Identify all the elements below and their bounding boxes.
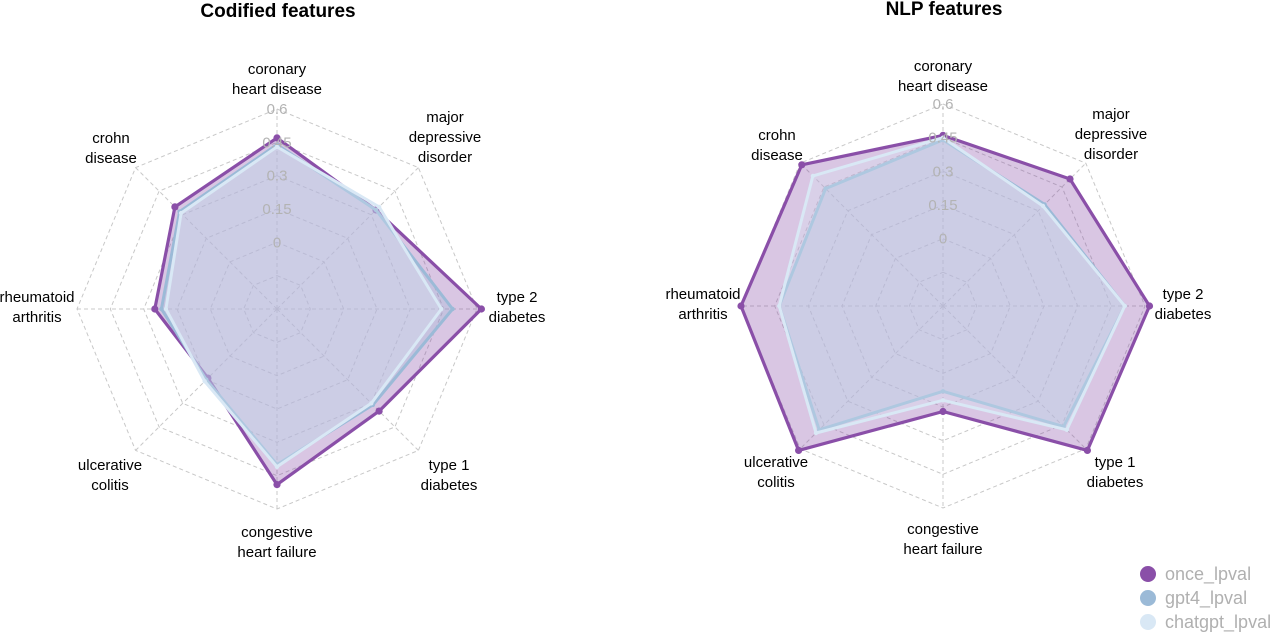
- category-label-type-2-diabetes: type 2 diabetes: [1155, 286, 1212, 323]
- series-once-lpval: [737, 131, 1154, 454]
- category-label-coronary-heart-disease: coronary heart disease: [898, 58, 988, 95]
- data-point: [159, 306, 164, 312]
- category-label-congestive-heart-failure: congestive heart failure: [237, 524, 316, 561]
- data-point: [1145, 302, 1154, 310]
- tick-label: 0.3: [933, 163, 954, 180]
- series-chatgpt-lpval: [163, 144, 444, 469]
- data-point: [178, 210, 184, 216]
- chart-title-nlp: NLP features: [886, 0, 1003, 20]
- tick-label: 0: [939, 231, 947, 248]
- category-label-major-depressive-disorder: major depressive disorder: [409, 109, 482, 166]
- category-label-ulcerative-colitis: ulcerative colitis: [744, 454, 808, 491]
- data-point: [813, 430, 819, 436]
- category-labels: coronary heart disease major depressive diso…: [0, 61, 545, 561]
- tick-label: 0.3: [267, 168, 288, 185]
- data-point: [373, 207, 379, 213]
- tick-label: 0.15: [928, 197, 957, 214]
- category-label-type-1-diabetes: type 1 diabetes: [1087, 454, 1144, 491]
- data-point: [273, 134, 281, 142]
- data-point: [151, 305, 159, 313]
- data-point: [940, 398, 946, 403]
- data-point: [1083, 446, 1091, 454]
- data-point: [1064, 427, 1070, 432]
- grid-spoke: [799, 162, 944, 307]
- data-point: [163, 306, 169, 312]
- series-chatgpt-lpval: [777, 135, 1128, 436]
- category-label-type-2-diabetes: type 2 diabetes: [489, 289, 546, 326]
- codified-features-panel: Codified features 00.150.30.450.6coronar…: [0, 1, 545, 561]
- radar-series: [151, 134, 485, 489]
- data-point: [737, 302, 745, 310]
- category-label-rheumatoid-arthritis: rheumatoid arthritis: [0, 289, 75, 326]
- data-point: [777, 303, 782, 309]
- chart-title-codified: Codified features: [200, 1, 355, 22]
- radar-grid: [76, 108, 478, 510]
- legend-label: chatgpt_lpval: [1165, 612, 1271, 633]
- data-point: [274, 464, 280, 469]
- grid-spoke: [276, 308, 419, 451]
- category-label-major-depressive-disorder: major depressive disorder: [1075, 106, 1148, 163]
- tick-label: 0.6: [267, 101, 288, 118]
- grid-ring: [908, 271, 978, 341]
- data-point: [376, 204, 382, 210]
- tick-label: 0.45: [262, 134, 291, 151]
- tick-label: 0.45: [928, 130, 957, 147]
- legend-item-once-lpval: once_lpval: [1140, 564, 1251, 585]
- legend-label: gpt4_lpval: [1165, 588, 1247, 609]
- radar-series: [737, 131, 1154, 454]
- data-point: [823, 186, 828, 191]
- legend-swatch: [1140, 590, 1156, 606]
- legend: once_lpval gpt4_lpval chatgpt_lpval: [1140, 564, 1271, 633]
- grid-ring: [774, 137, 1112, 475]
- data-point: [940, 135, 946, 140]
- data-point: [274, 144, 280, 149]
- grid-ring: [109, 141, 445, 477]
- legend-swatch: [1140, 566, 1156, 582]
- data-point: [940, 389, 946, 394]
- data-point: [450, 306, 455, 312]
- category-label-crohn-disease: crohn disease: [85, 130, 137, 167]
- legend-item-gpt4-lpval: gpt4_lpval: [1140, 588, 1247, 609]
- data-point: [1040, 203, 1046, 209]
- data-point: [810, 173, 816, 179]
- data-point: [273, 481, 281, 489]
- grid-ring: [243, 275, 311, 343]
- data-point: [1122, 303, 1128, 309]
- legend-swatch: [1140, 614, 1156, 630]
- grid-spoke: [135, 167, 278, 310]
- category-labels: coronary heart disease major depressive diso…: [665, 58, 1211, 558]
- tick-label: 0.6: [933, 96, 954, 113]
- legend-label: once_lpval: [1165, 564, 1251, 585]
- category-label-coronary-heart-disease: coronary heart disease: [232, 61, 322, 98]
- data-point: [798, 161, 806, 169]
- data-point: [939, 407, 947, 416]
- category-label-congestive-heart-failure: congestive heart failure: [903, 521, 982, 558]
- series-once-lpval: [151, 134, 485, 489]
- series-area-chatgpt-lpval: [164, 145, 443, 469]
- data-point: [369, 401, 374, 406]
- data-point: [375, 407, 383, 415]
- radial-tick-labels: 0 0.15 0.3 0.45 0.6: [262, 101, 291, 251]
- radial-tick-labels: 0 0.15 0.3 0.45 0.6: [928, 96, 957, 248]
- legend-item-chatgpt-lpval: chatgpt_lpval: [1140, 612, 1271, 633]
- data-point: [171, 203, 179, 211]
- grid-ring: [807, 170, 1079, 442]
- data-point: [1066, 175, 1074, 183]
- category-label-rheumatoid-arthritis: rheumatoid arthritis: [665, 286, 740, 323]
- data-point: [439, 306, 444, 312]
- category-label-type-1-diabetes: type 1 diabetes: [421, 457, 478, 494]
- category-label-crohn-disease: crohn disease: [751, 127, 803, 164]
- grid-spoke: [276, 167, 419, 310]
- data-point: [795, 446, 803, 454]
- tick-label: 0: [273, 234, 281, 251]
- grid-spoke: [942, 162, 1087, 307]
- tick-label: 0.15: [262, 201, 291, 218]
- data-point: [477, 305, 485, 313]
- grid-ring: [875, 238, 1011, 374]
- grid-spoke: [799, 305, 944, 450]
- category-label-ulcerative-colitis: ulcerative colitis: [78, 457, 142, 494]
- data-point: [202, 379, 207, 384]
